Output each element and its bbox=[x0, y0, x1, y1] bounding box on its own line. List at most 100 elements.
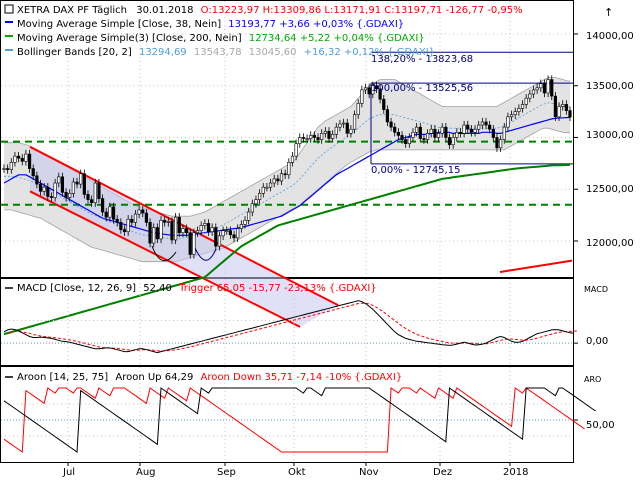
price-candle bbox=[331, 134, 335, 139]
price-candle bbox=[290, 155, 295, 163]
price-candle bbox=[100, 198, 105, 213]
price-candle bbox=[411, 132, 415, 138]
price-candle bbox=[243, 220, 247, 225]
price-candle bbox=[542, 83, 547, 94]
price-candle bbox=[418, 126, 422, 139]
price-candle bbox=[35, 175, 39, 185]
price-candle bbox=[221, 230, 225, 237]
trend-channel bbox=[29, 145, 573, 328]
price-candle bbox=[425, 133, 430, 140]
price-series bbox=[2, 75, 572, 336]
price-candle bbox=[294, 143, 298, 157]
price-candle bbox=[152, 227, 156, 244]
price-candle bbox=[57, 176, 61, 184]
bollinger-value-rest: +16,32 +0,12% {.GDAXI} bbox=[304, 47, 435, 58]
price-candle bbox=[239, 224, 243, 229]
price-candle bbox=[97, 182, 101, 199]
svg-text:XETRA DAX PF Täglich 30.: XETRA DAX PF Täglich 30.01.2018 O:13223,… bbox=[17, 5, 523, 16]
price-candle bbox=[374, 85, 379, 90]
price-candle bbox=[327, 130, 331, 139]
price-candle bbox=[203, 223, 207, 226]
price-candle bbox=[378, 88, 382, 100]
price-candle bbox=[407, 137, 411, 145]
aroon-grid bbox=[1, 367, 578, 466]
fib-label-138: 138,20% - 13823,68 bbox=[371, 54, 473, 65]
price-candle bbox=[345, 122, 349, 134]
pattern-arc bbox=[151, 245, 177, 262]
price-tick-label: 12500,00 bbox=[586, 184, 634, 195]
price-candle bbox=[60, 176, 65, 193]
price-candle bbox=[305, 138, 309, 140]
price-candle bbox=[509, 114, 514, 118]
price-candle bbox=[400, 135, 404, 140]
price-candle bbox=[495, 137, 499, 149]
price-candle bbox=[272, 178, 276, 184]
price-candle bbox=[473, 128, 477, 133]
price-candle bbox=[323, 130, 327, 134]
aroon-tick-label: 50,00 bbox=[586, 420, 615, 431]
price-candle bbox=[356, 103, 360, 116]
price-candle bbox=[539, 83, 543, 89]
price-candle bbox=[90, 199, 94, 204]
price-candle bbox=[458, 132, 463, 134]
fib-label-100: 100,00% - 13525,56 bbox=[371, 83, 473, 94]
price-candle bbox=[170, 221, 174, 241]
price-candle bbox=[341, 122, 346, 125]
price-candle bbox=[188, 232, 192, 255]
price-candle bbox=[535, 87, 539, 91]
fib-label-0: 0,00% - 12745,15 bbox=[371, 165, 460, 176]
price-candle bbox=[429, 128, 433, 134]
price-candle bbox=[367, 87, 371, 95]
macd-line bbox=[3, 300, 574, 354]
price-candle bbox=[261, 186, 265, 194]
price-candle bbox=[13, 155, 17, 163]
month-label: Aug bbox=[136, 467, 156, 478]
instrument-name: XETRA DAX PF Täglich bbox=[17, 5, 127, 16]
trend-channel-fill bbox=[30, 146, 338, 327]
price-tick-label: 14000,00 bbox=[586, 31, 634, 42]
price-candle bbox=[228, 230, 233, 236]
price-candle bbox=[31, 168, 35, 177]
price-candle bbox=[20, 157, 24, 162]
price-candle bbox=[477, 124, 481, 130]
fibonacci-levels bbox=[370, 51, 573, 165]
price-candle bbox=[466, 124, 470, 130]
month-label: Nov bbox=[359, 467, 379, 478]
price-candle bbox=[371, 85, 375, 95]
price-candle bbox=[499, 139, 503, 149]
aroon-panel-frame bbox=[0, 366, 574, 463]
price-candle bbox=[104, 211, 108, 218]
price-candle bbox=[320, 133, 324, 140]
price-candle bbox=[557, 106, 561, 118]
price-candle bbox=[484, 121, 488, 126]
price-candle bbox=[184, 228, 189, 234]
price-candle bbox=[250, 203, 254, 213]
price-candle bbox=[298, 137, 302, 145]
price-candle bbox=[195, 230, 200, 234]
price-candle bbox=[64, 192, 68, 198]
price-candle bbox=[71, 181, 75, 194]
channel-upper-line bbox=[29, 145, 339, 307]
arrow-icon: ↑ bbox=[604, 6, 613, 19]
price-candle bbox=[436, 133, 441, 138]
price-candle bbox=[502, 126, 506, 140]
price-candle bbox=[119, 222, 123, 230]
price-candle bbox=[159, 220, 163, 240]
price-candle bbox=[268, 182, 273, 188]
price-candle bbox=[531, 89, 536, 95]
price-candle bbox=[68, 193, 72, 198]
price-candle bbox=[415, 126, 419, 133]
aroon-down-line bbox=[3, 387, 585, 453]
aroon-down-label: Aroon Down 35,71 -7,14 -10% {.GDAXI} bbox=[201, 372, 403, 383]
price-candle bbox=[360, 89, 364, 104]
price-candle bbox=[163, 220, 167, 223]
price-candle bbox=[49, 196, 54, 198]
aroon-up-line bbox=[3, 387, 596, 453]
price-candle bbox=[206, 223, 211, 232]
macd-label: MACD [Close, 12, 26, 9] bbox=[17, 283, 136, 294]
price-tick-label: 12000,00 bbox=[586, 238, 634, 249]
price-candle bbox=[258, 193, 262, 200]
price-candle bbox=[506, 116, 510, 128]
price-candle bbox=[422, 138, 426, 140]
price-candle bbox=[462, 124, 466, 134]
